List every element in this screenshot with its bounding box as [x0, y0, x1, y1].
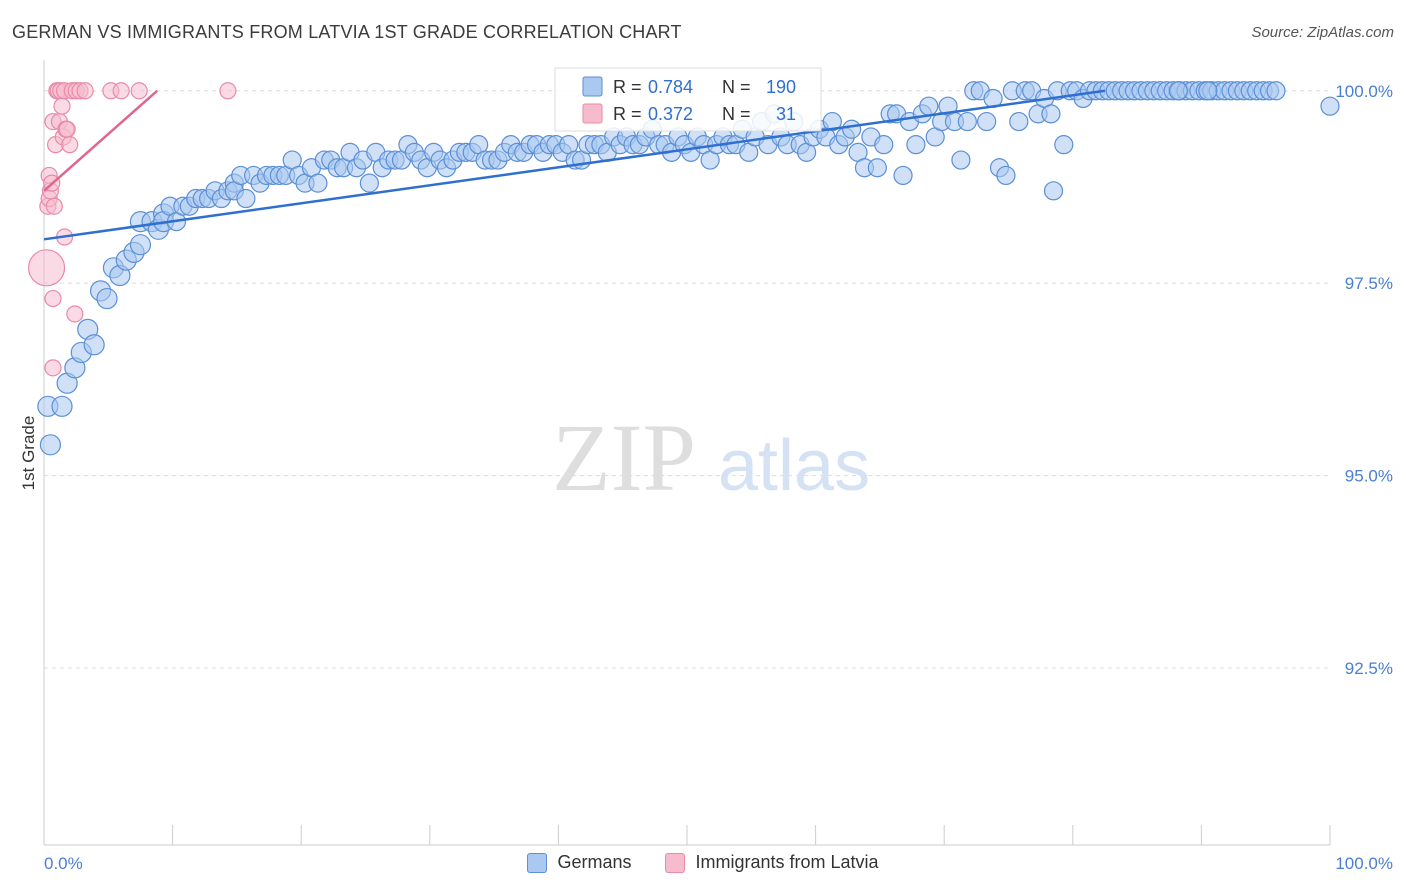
data-point	[951, 150, 971, 170]
trendline-germans	[43, 89, 1106, 241]
data-point	[112, 82, 130, 100]
data-point	[1266, 81, 1286, 101]
data-point	[1009, 111, 1029, 132]
data-point	[39, 434, 62, 456]
data-point	[893, 165, 913, 186]
legend-label-germans: Germans	[557, 852, 632, 872]
legend-r-label-latvia: R =	[613, 104, 642, 124]
legend-r-label-germans: R =	[613, 77, 642, 97]
trendlines	[43, 89, 1106, 241]
data-point	[874, 135, 894, 155]
source-label: Source: ZipAtlas.com	[1251, 24, 1394, 41]
data-point	[27, 249, 66, 287]
y-axis-label: 1st Grade	[19, 416, 38, 491]
data-point	[867, 158, 887, 178]
y-tick-label: 97.5%	[1345, 274, 1393, 293]
data-point	[1054, 135, 1074, 155]
data-point	[130, 82, 148, 100]
latvia-swatch	[665, 852, 686, 873]
x-tick-label-max: 100.0%	[1335, 854, 1393, 873]
data-point	[76, 82, 94, 100]
legend-n-label-latvia: N =	[722, 104, 751, 124]
data-point	[83, 334, 105, 356]
data-point	[359, 173, 379, 193]
german-points	[37, 81, 1340, 456]
data-point	[61, 136, 79, 154]
data-point	[1041, 104, 1061, 124]
data-point	[66, 305, 84, 323]
data-point	[236, 188, 256, 209]
legend-item-germans[interactable]: Germans	[527, 852, 631, 873]
series-legend: Germans Immigrants from Latvia	[0, 852, 1406, 873]
legend-n-value-germans: 190	[766, 77, 796, 97]
y-tick-label: 100.0%	[1335, 82, 1393, 101]
data-point	[957, 111, 977, 132]
y-tick-label: 95.0%	[1345, 467, 1393, 486]
data-point	[977, 111, 997, 132]
data-point	[906, 135, 926, 155]
stats-legend: R = 0.784 N = 190 R = 0.372 N = 31	[554, 67, 822, 132]
data-point	[1168, 81, 1188, 101]
data-point	[1198, 81, 1218, 101]
data-point	[58, 120, 76, 138]
data-point	[44, 289, 62, 308]
legend-label-latvia: Immigrants from Latvia	[695, 852, 879, 872]
watermark: ZIP atlas	[552, 404, 870, 511]
x-tick-label-min: 0.0%	[44, 854, 83, 873]
germans-swatch	[527, 852, 548, 873]
chart-title: GERMAN VS IMMIGRANTS FROM LATVIA 1ST GRA…	[12, 22, 682, 42]
watermark-zip: ZIP	[552, 404, 696, 511]
legend-r-value-germans: 0.784	[648, 77, 693, 97]
data-point	[219, 82, 237, 100]
latvia-points	[27, 82, 237, 377]
data-point	[44, 359, 62, 377]
data-point	[822, 111, 842, 132]
watermark-atlas: atlas	[718, 426, 870, 506]
data-point	[1320, 96, 1340, 116]
legend-n-value-latvia: 31	[776, 104, 796, 124]
data-point	[51, 395, 73, 417]
legend-r-value-latvia: 0.372	[648, 104, 693, 124]
legend-n-label-germans: N =	[722, 77, 751, 97]
data-point	[53, 97, 71, 115]
trendline-latvia	[43, 89, 158, 192]
data-point	[129, 234, 152, 256]
data-point	[45, 197, 63, 215]
data-point	[308, 173, 328, 193]
y-tick-label: 92.5%	[1345, 659, 1393, 678]
legend-swatch-latvia	[582, 103, 603, 124]
legend-item-latvia[interactable]: Immigrants from Latvia	[665, 852, 879, 873]
data-point	[996, 165, 1016, 186]
data-point	[919, 96, 939, 116]
legend-swatch-germans	[582, 76, 603, 97]
data-point	[96, 287, 118, 310]
data-point	[842, 119, 862, 139]
data-point	[1043, 181, 1064, 201]
